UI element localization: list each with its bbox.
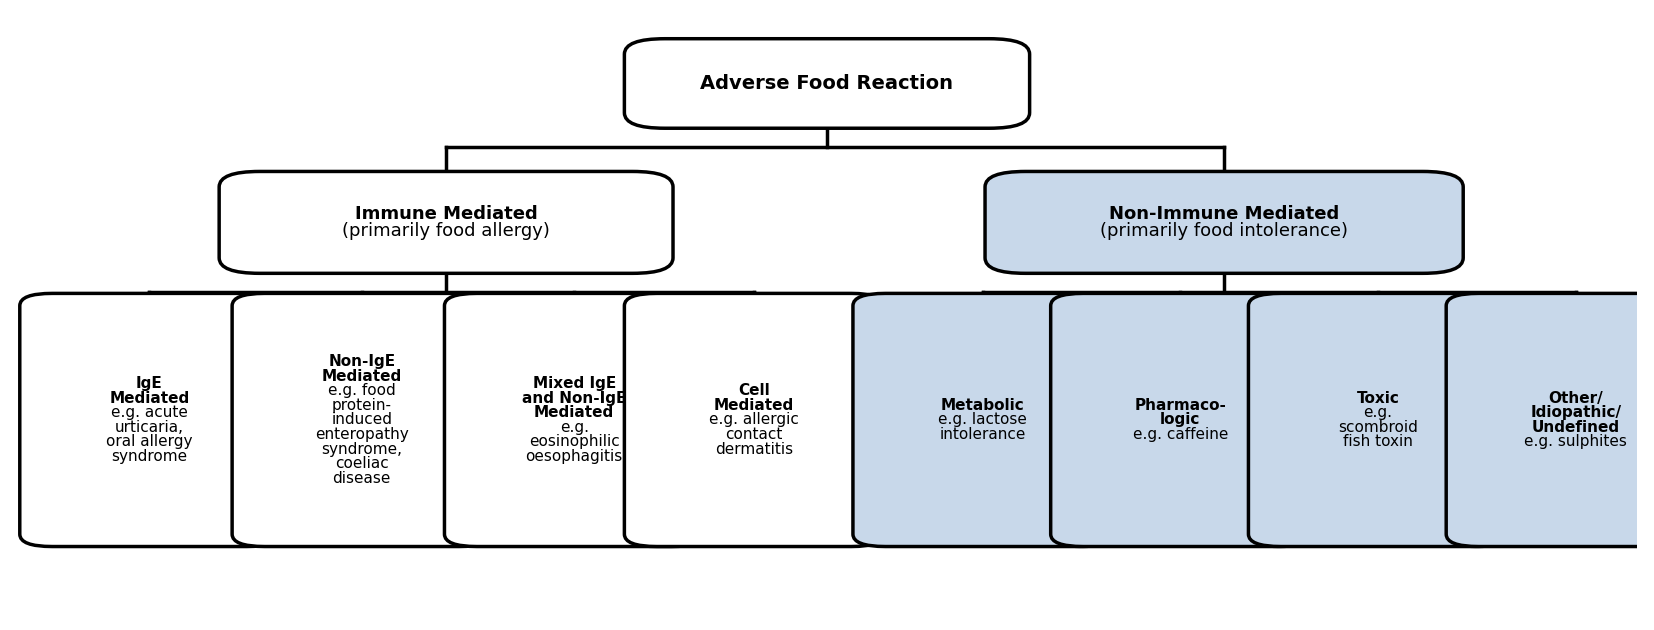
Text: (primarily food allergy): (primarily food allergy) <box>342 222 551 240</box>
Text: Cell: Cell <box>738 383 769 398</box>
Text: induced: induced <box>331 413 392 428</box>
Text: Toxic: Toxic <box>1356 391 1399 406</box>
Text: Adverse Food Reaction: Adverse Food Reaction <box>701 74 953 93</box>
FancyBboxPatch shape <box>1446 294 1654 546</box>
Text: Idiopathic/: Idiopathic/ <box>1530 405 1621 420</box>
Text: and Non-IgE: and Non-IgE <box>523 391 627 406</box>
FancyBboxPatch shape <box>445 294 705 546</box>
Text: oesophagitis: oesophagitis <box>526 449 624 464</box>
Text: e.g. sulphites: e.g. sulphites <box>1525 434 1628 449</box>
Text: e.g.: e.g. <box>1363 405 1393 420</box>
Text: Pharmaco-: Pharmaco- <box>1135 398 1226 413</box>
Text: urticaria,: urticaria, <box>116 420 184 435</box>
Text: e.g. food: e.g. food <box>327 383 395 398</box>
Text: Non-Immune Mediated: Non-Immune Mediated <box>1108 205 1340 223</box>
FancyBboxPatch shape <box>853 294 1111 546</box>
Text: contact: contact <box>726 427 782 442</box>
Text: dermatitis: dermatitis <box>715 442 794 457</box>
Text: e.g.: e.g. <box>559 420 589 435</box>
Text: e.g. acute: e.g. acute <box>111 405 189 420</box>
Text: enteropathy: enteropathy <box>314 427 409 442</box>
Text: IgE: IgE <box>136 376 162 391</box>
FancyBboxPatch shape <box>220 171 673 273</box>
FancyBboxPatch shape <box>232 294 491 546</box>
Text: Mixed IgE: Mixed IgE <box>533 376 615 391</box>
FancyBboxPatch shape <box>20 294 280 546</box>
Text: Mediated: Mediated <box>321 369 402 384</box>
Text: syndrome,: syndrome, <box>321 442 402 457</box>
Text: eosinophilic: eosinophilic <box>529 434 620 449</box>
Text: e.g. allergic: e.g. allergic <box>710 413 799 428</box>
FancyBboxPatch shape <box>1249 294 1508 546</box>
Text: coeliac: coeliac <box>334 456 389 471</box>
Text: fish toxin: fish toxin <box>1343 434 1413 449</box>
Text: syndrome: syndrome <box>111 449 187 464</box>
Text: Mediated: Mediated <box>534 405 614 420</box>
FancyBboxPatch shape <box>1050 294 1310 546</box>
Text: e.g. caffeine: e.g. caffeine <box>1133 427 1227 442</box>
FancyBboxPatch shape <box>625 294 883 546</box>
Text: logic: logic <box>1159 413 1201 428</box>
Text: Other/: Other/ <box>1548 391 1603 406</box>
Text: (primarily food intolerance): (primarily food intolerance) <box>1100 222 1348 240</box>
Text: Undefined: Undefined <box>1532 420 1619 435</box>
Text: Mediated: Mediated <box>109 391 190 406</box>
Text: oral allergy: oral allergy <box>106 434 194 449</box>
FancyBboxPatch shape <box>986 171 1464 273</box>
Text: Immune Mediated: Immune Mediated <box>354 205 538 223</box>
Text: Non-IgE: Non-IgE <box>327 354 395 369</box>
Text: protein-: protein- <box>332 398 392 413</box>
Text: e.g. lactose: e.g. lactose <box>938 413 1027 428</box>
FancyBboxPatch shape <box>625 38 1029 129</box>
Text: intolerance: intolerance <box>939 427 1025 442</box>
Text: scombroid: scombroid <box>1338 420 1417 435</box>
Text: Metabolic: Metabolic <box>941 398 1024 413</box>
Text: disease: disease <box>332 471 390 486</box>
Text: Mediated: Mediated <box>715 398 794 413</box>
